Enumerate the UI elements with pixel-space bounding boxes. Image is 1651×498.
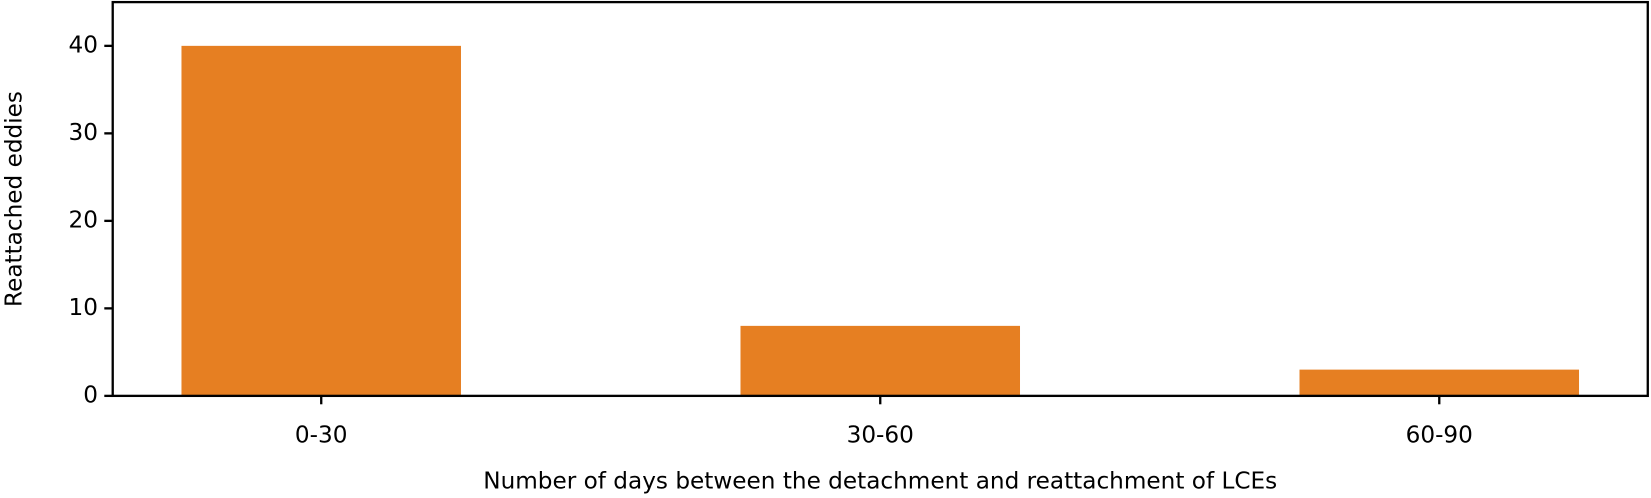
y-tick-label: 0 — [83, 382, 98, 408]
x-tick-label: 60-90 — [1406, 422, 1473, 448]
y-tick-label: 40 — [69, 32, 98, 58]
x-axis-label: Number of days between the detachment an… — [483, 469, 1277, 495]
y-tick-label: 10 — [69, 295, 98, 321]
y-axis-label: Reattached eddies — [1, 91, 27, 307]
plot-frame — [111, 0, 1649, 398]
x-tick-label: 0-30 — [295, 422, 348, 448]
bar — [1299, 369, 1580, 396]
x-tick-label: 30-60 — [847, 422, 914, 448]
bar — [740, 325, 1021, 396]
y-tick-label: 20 — [69, 207, 98, 233]
y-tick-label: 30 — [69, 120, 98, 146]
bar — [181, 45, 461, 396]
